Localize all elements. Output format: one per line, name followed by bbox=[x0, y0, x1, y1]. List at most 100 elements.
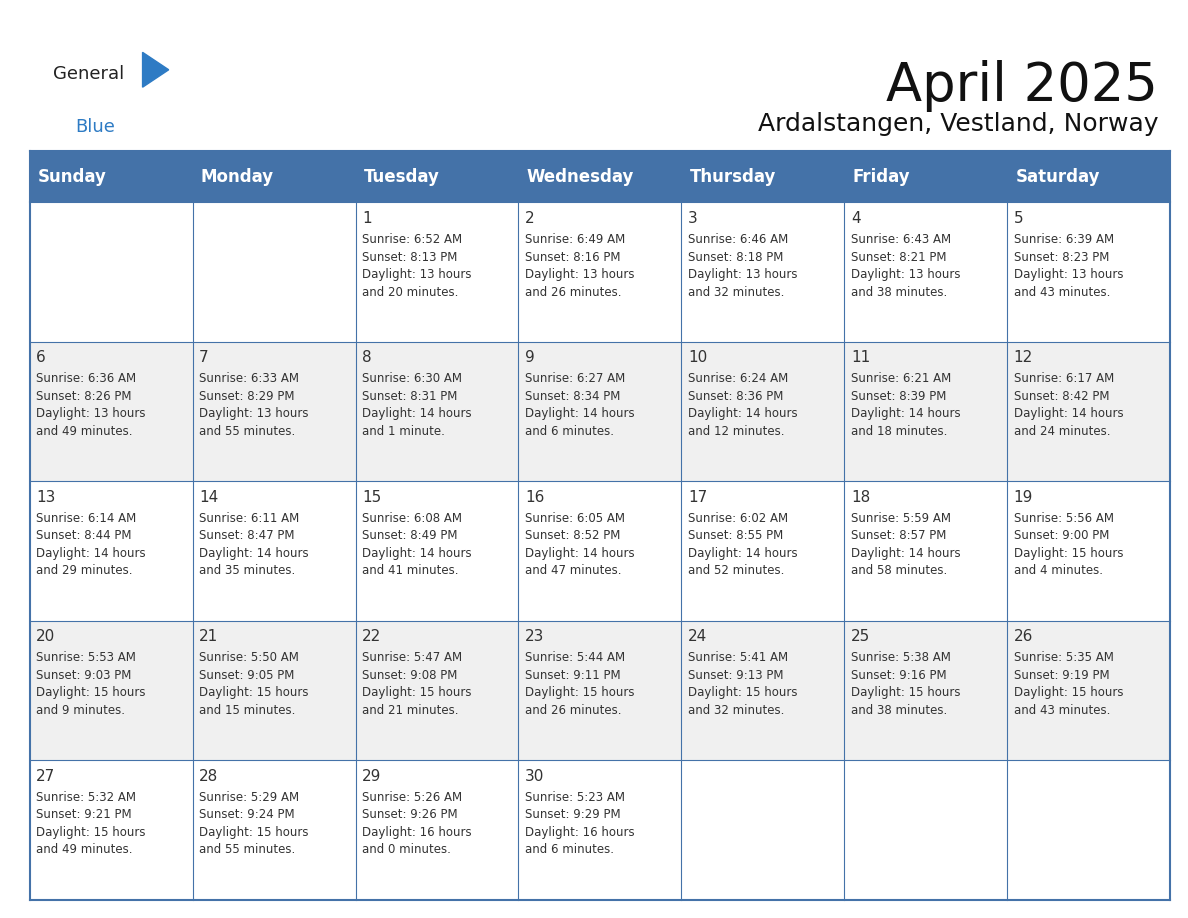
Bar bbox=[1007, 760, 1170, 900]
Text: 10: 10 bbox=[688, 350, 707, 365]
Bar bbox=[518, 151, 682, 202]
Bar bbox=[1007, 151, 1170, 202]
Text: Blue: Blue bbox=[75, 118, 115, 136]
Text: Sunrise: 5:29 AM
Sunset: 9:24 PM
Daylight: 15 hours
and 55 minutes.: Sunrise: 5:29 AM Sunset: 9:24 PM Dayligh… bbox=[200, 791, 309, 856]
Bar bbox=[355, 202, 518, 341]
Text: Sunrise: 6:14 AM
Sunset: 8:44 PM
Daylight: 14 hours
and 29 minutes.: Sunrise: 6:14 AM Sunset: 8:44 PM Dayligh… bbox=[36, 512, 146, 577]
Text: 22: 22 bbox=[362, 629, 381, 644]
Text: 24: 24 bbox=[688, 629, 707, 644]
Text: Sunrise: 6:27 AM
Sunset: 8:34 PM
Daylight: 14 hours
and 6 minutes.: Sunrise: 6:27 AM Sunset: 8:34 PM Dayligh… bbox=[525, 373, 634, 438]
Text: 11: 11 bbox=[851, 350, 870, 365]
Bar bbox=[845, 341, 1007, 481]
Text: 26: 26 bbox=[1013, 629, 1034, 644]
Bar bbox=[845, 760, 1007, 900]
Text: 13: 13 bbox=[36, 489, 56, 505]
Text: Sunrise: 6:05 AM
Sunset: 8:52 PM
Daylight: 14 hours
and 47 minutes.: Sunrise: 6:05 AM Sunset: 8:52 PM Dayligh… bbox=[525, 512, 634, 577]
Text: Saturday: Saturday bbox=[1016, 168, 1100, 186]
Text: Sunrise: 6:02 AM
Sunset: 8:55 PM
Daylight: 14 hours
and 52 minutes.: Sunrise: 6:02 AM Sunset: 8:55 PM Dayligh… bbox=[688, 512, 797, 577]
Text: Sunrise: 5:26 AM
Sunset: 9:26 PM
Daylight: 16 hours
and 0 minutes.: Sunrise: 5:26 AM Sunset: 9:26 PM Dayligh… bbox=[362, 791, 472, 856]
Text: Friday: Friday bbox=[853, 168, 910, 186]
Bar bbox=[1007, 202, 1170, 341]
Text: Sunrise: 5:50 AM
Sunset: 9:05 PM
Daylight: 15 hours
and 15 minutes.: Sunrise: 5:50 AM Sunset: 9:05 PM Dayligh… bbox=[200, 652, 309, 717]
Bar bbox=[192, 621, 355, 760]
Bar bbox=[682, 481, 845, 621]
Text: 21: 21 bbox=[200, 629, 219, 644]
Text: Thursday: Thursday bbox=[689, 168, 776, 186]
Text: Sunrise: 6:52 AM
Sunset: 8:13 PM
Daylight: 13 hours
and 20 minutes.: Sunrise: 6:52 AM Sunset: 8:13 PM Dayligh… bbox=[362, 233, 472, 298]
Text: Sunrise: 6:17 AM
Sunset: 8:42 PM
Daylight: 14 hours
and 24 minutes.: Sunrise: 6:17 AM Sunset: 8:42 PM Dayligh… bbox=[1013, 373, 1124, 438]
Text: Sunrise: 6:11 AM
Sunset: 8:47 PM
Daylight: 14 hours
and 35 minutes.: Sunrise: 6:11 AM Sunset: 8:47 PM Dayligh… bbox=[200, 512, 309, 577]
Bar bbox=[30, 341, 192, 481]
Text: Sunrise: 6:33 AM
Sunset: 8:29 PM
Daylight: 13 hours
and 55 minutes.: Sunrise: 6:33 AM Sunset: 8:29 PM Dayligh… bbox=[200, 373, 309, 438]
Text: General: General bbox=[53, 64, 125, 83]
Text: Sunrise: 5:44 AM
Sunset: 9:11 PM
Daylight: 15 hours
and 26 minutes.: Sunrise: 5:44 AM Sunset: 9:11 PM Dayligh… bbox=[525, 652, 634, 717]
Text: Sunrise: 5:38 AM
Sunset: 9:16 PM
Daylight: 15 hours
and 38 minutes.: Sunrise: 5:38 AM Sunset: 9:16 PM Dayligh… bbox=[851, 652, 960, 717]
Bar bbox=[30, 481, 192, 621]
Bar bbox=[845, 481, 1007, 621]
Bar bbox=[682, 151, 845, 202]
Bar bbox=[518, 202, 682, 341]
Text: Sunrise: 5:23 AM
Sunset: 9:29 PM
Daylight: 16 hours
and 6 minutes.: Sunrise: 5:23 AM Sunset: 9:29 PM Dayligh… bbox=[525, 791, 634, 856]
Text: 4: 4 bbox=[851, 211, 860, 226]
Bar bbox=[30, 151, 192, 202]
Text: 29: 29 bbox=[362, 768, 381, 784]
Bar bbox=[355, 481, 518, 621]
Text: Sunrise: 5:53 AM
Sunset: 9:03 PM
Daylight: 15 hours
and 9 minutes.: Sunrise: 5:53 AM Sunset: 9:03 PM Dayligh… bbox=[36, 652, 146, 717]
Text: Sunrise: 6:21 AM
Sunset: 8:39 PM
Daylight: 14 hours
and 18 minutes.: Sunrise: 6:21 AM Sunset: 8:39 PM Dayligh… bbox=[851, 373, 960, 438]
Bar bbox=[192, 151, 355, 202]
Bar bbox=[682, 202, 845, 341]
Text: 9: 9 bbox=[525, 350, 535, 365]
Bar bbox=[192, 481, 355, 621]
Text: Sunrise: 6:43 AM
Sunset: 8:21 PM
Daylight: 13 hours
and 38 minutes.: Sunrise: 6:43 AM Sunset: 8:21 PM Dayligh… bbox=[851, 233, 960, 298]
Text: Sunrise: 6:24 AM
Sunset: 8:36 PM
Daylight: 14 hours
and 12 minutes.: Sunrise: 6:24 AM Sunset: 8:36 PM Dayligh… bbox=[688, 373, 797, 438]
Bar bbox=[518, 621, 682, 760]
Text: Sunrise: 5:47 AM
Sunset: 9:08 PM
Daylight: 15 hours
and 21 minutes.: Sunrise: 5:47 AM Sunset: 9:08 PM Dayligh… bbox=[362, 652, 472, 717]
Text: 16: 16 bbox=[525, 489, 544, 505]
Bar bbox=[1007, 621, 1170, 760]
Bar bbox=[30, 621, 192, 760]
Bar bbox=[192, 341, 355, 481]
Text: 7: 7 bbox=[200, 350, 209, 365]
Bar bbox=[355, 760, 518, 900]
Bar bbox=[30, 202, 192, 341]
Text: Tuesday: Tuesday bbox=[364, 168, 440, 186]
Bar bbox=[518, 341, 682, 481]
Text: 30: 30 bbox=[525, 768, 544, 784]
Text: 17: 17 bbox=[688, 489, 707, 505]
Text: 20: 20 bbox=[36, 629, 56, 644]
Text: 23: 23 bbox=[525, 629, 544, 644]
Bar bbox=[682, 621, 845, 760]
Text: Sunrise: 5:41 AM
Sunset: 9:13 PM
Daylight: 15 hours
and 32 minutes.: Sunrise: 5:41 AM Sunset: 9:13 PM Dayligh… bbox=[688, 652, 797, 717]
Text: Sunrise: 5:59 AM
Sunset: 8:57 PM
Daylight: 14 hours
and 58 minutes.: Sunrise: 5:59 AM Sunset: 8:57 PM Dayligh… bbox=[851, 512, 960, 577]
Polygon shape bbox=[143, 52, 169, 87]
Bar bbox=[1007, 481, 1170, 621]
Text: Sunrise: 6:08 AM
Sunset: 8:49 PM
Daylight: 14 hours
and 41 minutes.: Sunrise: 6:08 AM Sunset: 8:49 PM Dayligh… bbox=[362, 512, 472, 577]
Bar bbox=[845, 621, 1007, 760]
Text: 25: 25 bbox=[851, 629, 870, 644]
Text: Wednesday: Wednesday bbox=[526, 168, 634, 186]
Text: Sunrise: 6:39 AM
Sunset: 8:23 PM
Daylight: 13 hours
and 43 minutes.: Sunrise: 6:39 AM Sunset: 8:23 PM Dayligh… bbox=[1013, 233, 1124, 298]
Text: 14: 14 bbox=[200, 489, 219, 505]
Text: 1: 1 bbox=[362, 211, 372, 226]
Text: Monday: Monday bbox=[201, 168, 274, 186]
Bar bbox=[518, 760, 682, 900]
Text: 27: 27 bbox=[36, 768, 56, 784]
Text: 8: 8 bbox=[362, 350, 372, 365]
Bar bbox=[355, 341, 518, 481]
Text: 5: 5 bbox=[1013, 211, 1023, 226]
Text: Sunrise: 6:46 AM
Sunset: 8:18 PM
Daylight: 13 hours
and 32 minutes.: Sunrise: 6:46 AM Sunset: 8:18 PM Dayligh… bbox=[688, 233, 797, 298]
Bar bbox=[355, 151, 518, 202]
Text: Sunrise: 6:49 AM
Sunset: 8:16 PM
Daylight: 13 hours
and 26 minutes.: Sunrise: 6:49 AM Sunset: 8:16 PM Dayligh… bbox=[525, 233, 634, 298]
Text: 3: 3 bbox=[688, 211, 697, 226]
Text: Sunrise: 6:36 AM
Sunset: 8:26 PM
Daylight: 13 hours
and 49 minutes.: Sunrise: 6:36 AM Sunset: 8:26 PM Dayligh… bbox=[36, 373, 146, 438]
Text: 2: 2 bbox=[525, 211, 535, 226]
Text: Ardalstangen, Vestland, Norway: Ardalstangen, Vestland, Norway bbox=[758, 112, 1158, 136]
Text: 28: 28 bbox=[200, 768, 219, 784]
Text: April 2025: April 2025 bbox=[886, 60, 1158, 112]
Text: 15: 15 bbox=[362, 489, 381, 505]
Text: Sunrise: 5:35 AM
Sunset: 9:19 PM
Daylight: 15 hours
and 43 minutes.: Sunrise: 5:35 AM Sunset: 9:19 PM Dayligh… bbox=[1013, 652, 1124, 717]
Bar bbox=[518, 481, 682, 621]
Text: 19: 19 bbox=[1013, 489, 1034, 505]
Bar bbox=[1007, 341, 1170, 481]
Bar bbox=[682, 341, 845, 481]
